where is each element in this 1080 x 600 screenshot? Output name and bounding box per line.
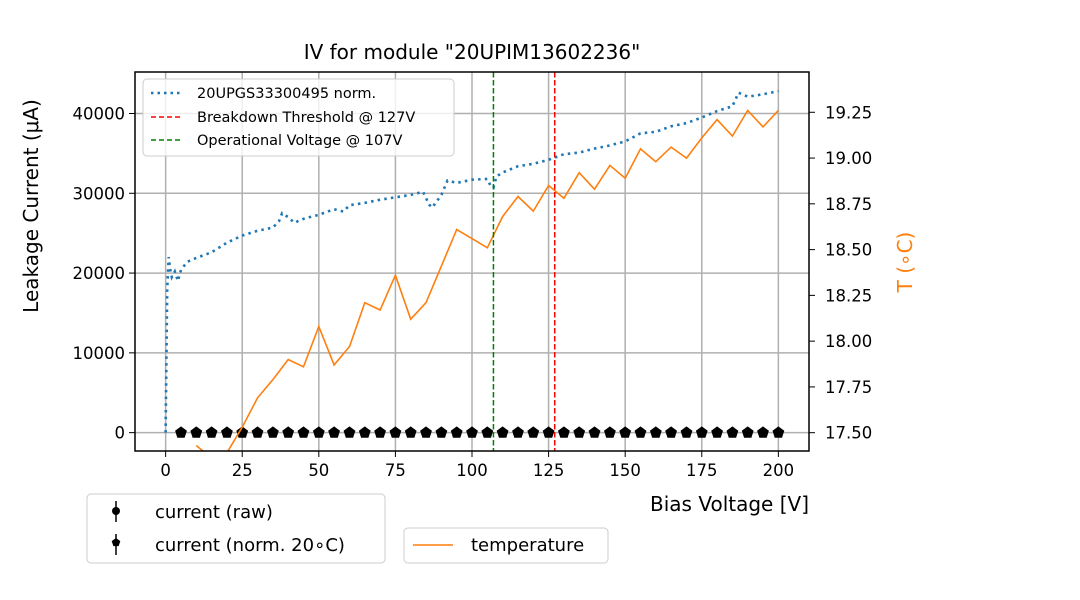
data-point-star (466, 426, 478, 438)
x-tick-label: 75 (385, 461, 406, 480)
y-tick-label-left: 10000 (73, 344, 126, 363)
circle-errorbar-icon (112, 501, 120, 522)
y-tick-label-left: 30000 (73, 184, 126, 203)
series-reference-norm-line (164, 89, 779, 433)
series-layer (164, 72, 785, 451)
data-point-star (297, 426, 310, 438)
y-tick-label-left: 20000 (73, 264, 126, 283)
star-errorbar-icon (111, 534, 121, 555)
data-point-star (573, 426, 586, 438)
x-tick-label: 175 (686, 461, 718, 480)
legend-label-current-norm: current (norm. 20∘C) (155, 535, 345, 556)
data-point-star (282, 426, 295, 438)
data-point-star (481, 426, 494, 438)
chart-title: IV for module "20UPIM13602236" (304, 40, 641, 64)
data-point-star (665, 426, 677, 438)
x-tick-label: 200 (763, 461, 795, 480)
data-point-star (741, 426, 754, 438)
y-tick-label-right: 19.00 (825, 149, 872, 168)
data-point-star (312, 426, 325, 438)
y-tick-label-right: 19.25 (825, 103, 872, 122)
series-temperature-line (195, 109, 779, 451)
data-point-star (343, 426, 356, 438)
y-axis-label-right: T (∘C) (893, 232, 917, 294)
x-axis-label: Bias Voltage [V] (650, 492, 809, 516)
legend-label-operational: Operational Voltage @ 107V (197, 133, 402, 149)
legend-label-temperature: temperature (471, 535, 584, 556)
data-point-star (757, 426, 769, 438)
data-point-star (649, 426, 662, 438)
data-point-star (328, 426, 340, 438)
legend-label-current-raw: current (raw) (155, 502, 273, 523)
x-tick-label: 150 (609, 461, 641, 480)
series-reference-norm-line-group (164, 89, 779, 433)
data-point-star (634, 426, 647, 438)
y-tick-label-right: 18.50 (825, 241, 872, 260)
legend-label-breakdown: Breakdown Threshold @ 127V (197, 110, 415, 126)
legend-bottom-middle: temperature (403, 527, 609, 564)
data-point-star (558, 426, 570, 438)
x-tick-label: 0 (160, 461, 171, 480)
y-tick-label-left: 40000 (73, 104, 126, 123)
data-point-star (450, 426, 463, 438)
data-point-star (726, 426, 739, 438)
series-temperature-line-group (195, 109, 779, 451)
x-tick-label: 25 (232, 461, 253, 480)
data-point-star (542, 426, 555, 438)
data-point-star (588, 426, 601, 438)
data-point-star (358, 426, 371, 438)
y-tick-label-right: 17.50 (825, 424, 872, 443)
x-tick-label: 100 (456, 461, 488, 480)
data-point-star (604, 426, 616, 438)
data-point-star (527, 426, 540, 438)
y-tick-label-right: 18.25 (825, 286, 872, 305)
data-point-star (374, 426, 386, 438)
data-point-star (420, 426, 432, 438)
y-tick-label-right: 17.75 (825, 378, 872, 397)
data-point-star (695, 426, 708, 438)
x-tick-label: 125 (533, 461, 565, 480)
legend-top-left: 20UPGS33300495 norm. Breakdown Threshold… (142, 78, 455, 157)
y-tick-label-left: 0 (115, 424, 126, 443)
data-point-star (680, 426, 693, 438)
series-current-norm (175, 426, 785, 438)
y-tick-label-right: 18.00 (825, 332, 872, 351)
x-tick-label: 50 (308, 461, 329, 480)
data-point-star (251, 426, 264, 438)
data-point-star (221, 426, 233, 438)
legend-bottom-left: current (raw) current (norm. 20∘C) (86, 493, 386, 564)
data-point-star (772, 426, 785, 438)
data-point-star (496, 426, 509, 438)
data-point-star (236, 426, 249, 438)
data-point-star (711, 426, 723, 438)
data-point-star (512, 426, 524, 438)
data-point-star (389, 426, 402, 438)
data-point-star (404, 426, 417, 438)
data-point-star (175, 426, 187, 438)
plot-area (164, 72, 785, 451)
y-tick-label-right: 18.75 (825, 195, 872, 214)
data-point-star (619, 426, 632, 438)
data-point-star (205, 426, 218, 438)
data-point-star (267, 426, 279, 438)
data-point-star (190, 426, 203, 438)
data-point-star (435, 426, 448, 438)
axis-ticks: 0 25 50 75 100 125 150 175 200 0 10000 20000 30000 40… (73, 103, 873, 480)
y-axis-label-left: Leakage Current (μA) (19, 99, 43, 313)
legend-label-reference: 20UPGS33300495 norm. (197, 86, 376, 102)
